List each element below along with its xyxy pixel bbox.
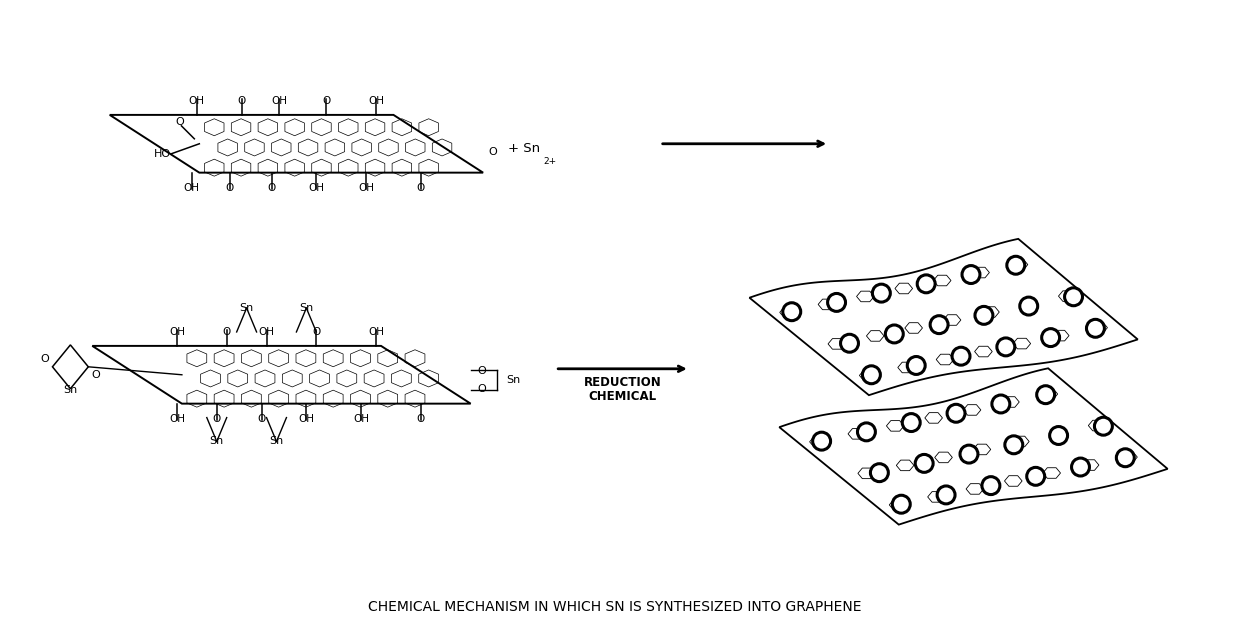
Text: OH: OH [272,96,288,106]
Text: OH: OH [309,183,325,192]
Circle shape [1019,297,1038,315]
Circle shape [947,404,965,422]
Text: O: O [477,366,486,376]
Text: OH: OH [299,413,315,424]
Circle shape [952,347,970,365]
Text: OH: OH [184,183,200,192]
Text: O: O [322,96,330,106]
Circle shape [841,334,858,352]
Circle shape [918,275,935,293]
Text: O: O [175,117,184,127]
Polygon shape [109,115,484,173]
Circle shape [962,266,980,284]
Text: + Sn: + Sn [508,142,541,155]
Circle shape [812,432,831,450]
Circle shape [1049,426,1068,444]
Text: OH: OH [258,327,274,337]
Text: OH: OH [368,327,384,337]
Text: O: O [226,183,234,192]
Circle shape [930,316,949,334]
Text: O: O [238,96,246,106]
Text: REDUCTION: REDUCTION [584,376,661,389]
Circle shape [893,495,910,513]
Text: O: O [417,183,425,192]
Circle shape [937,486,955,504]
Circle shape [1027,467,1044,485]
Circle shape [997,338,1014,356]
Text: O: O [41,354,50,364]
Circle shape [960,445,978,463]
Circle shape [1004,436,1023,454]
Circle shape [827,293,846,311]
Circle shape [858,423,875,441]
Circle shape [782,303,801,321]
Text: O: O [312,327,320,337]
Circle shape [1086,320,1105,338]
Text: O: O [258,413,265,424]
Polygon shape [92,346,471,404]
Text: 2+: 2+ [543,157,557,166]
Text: CHEMICAL MECHANISM IN WHICH SN IS SYNTHESIZED INTO GRAPHENE: CHEMICAL MECHANISM IN WHICH SN IS SYNTHE… [368,600,862,614]
Circle shape [1095,417,1112,435]
Circle shape [908,356,925,374]
Text: Sn: Sn [63,385,78,395]
Circle shape [863,366,880,384]
Circle shape [1116,449,1135,467]
Text: Sn: Sn [269,437,284,446]
Text: Sn: Sn [506,375,521,385]
Text: O: O [223,327,231,337]
Circle shape [975,307,993,324]
Polygon shape [779,368,1168,525]
Text: OH: OH [353,413,370,424]
Text: OH: OH [169,327,185,337]
Text: CHEMICAL: CHEMICAL [589,390,656,403]
Text: OH: OH [169,413,185,424]
Circle shape [1037,386,1054,404]
Text: Sn: Sn [299,303,314,313]
Polygon shape [749,239,1138,395]
Text: O: O [92,370,100,380]
Circle shape [992,395,1009,413]
Text: O: O [489,147,497,157]
Text: OH: OH [368,96,384,106]
Circle shape [982,476,999,494]
Circle shape [885,325,903,343]
Text: Sn: Sn [210,437,224,446]
Text: O: O [417,413,425,424]
Text: OH: OH [358,183,374,192]
Circle shape [903,413,920,431]
Circle shape [1042,329,1060,347]
Circle shape [1065,288,1083,305]
Text: O: O [268,183,275,192]
Circle shape [870,464,888,482]
Circle shape [1071,458,1090,476]
Text: O: O [212,413,221,424]
Circle shape [1007,257,1024,274]
Circle shape [873,284,890,302]
Text: HO: HO [154,149,171,159]
Circle shape [915,455,934,473]
Text: Sn: Sn [239,303,254,313]
Text: OH: OH [188,96,205,106]
Text: O: O [477,384,486,394]
